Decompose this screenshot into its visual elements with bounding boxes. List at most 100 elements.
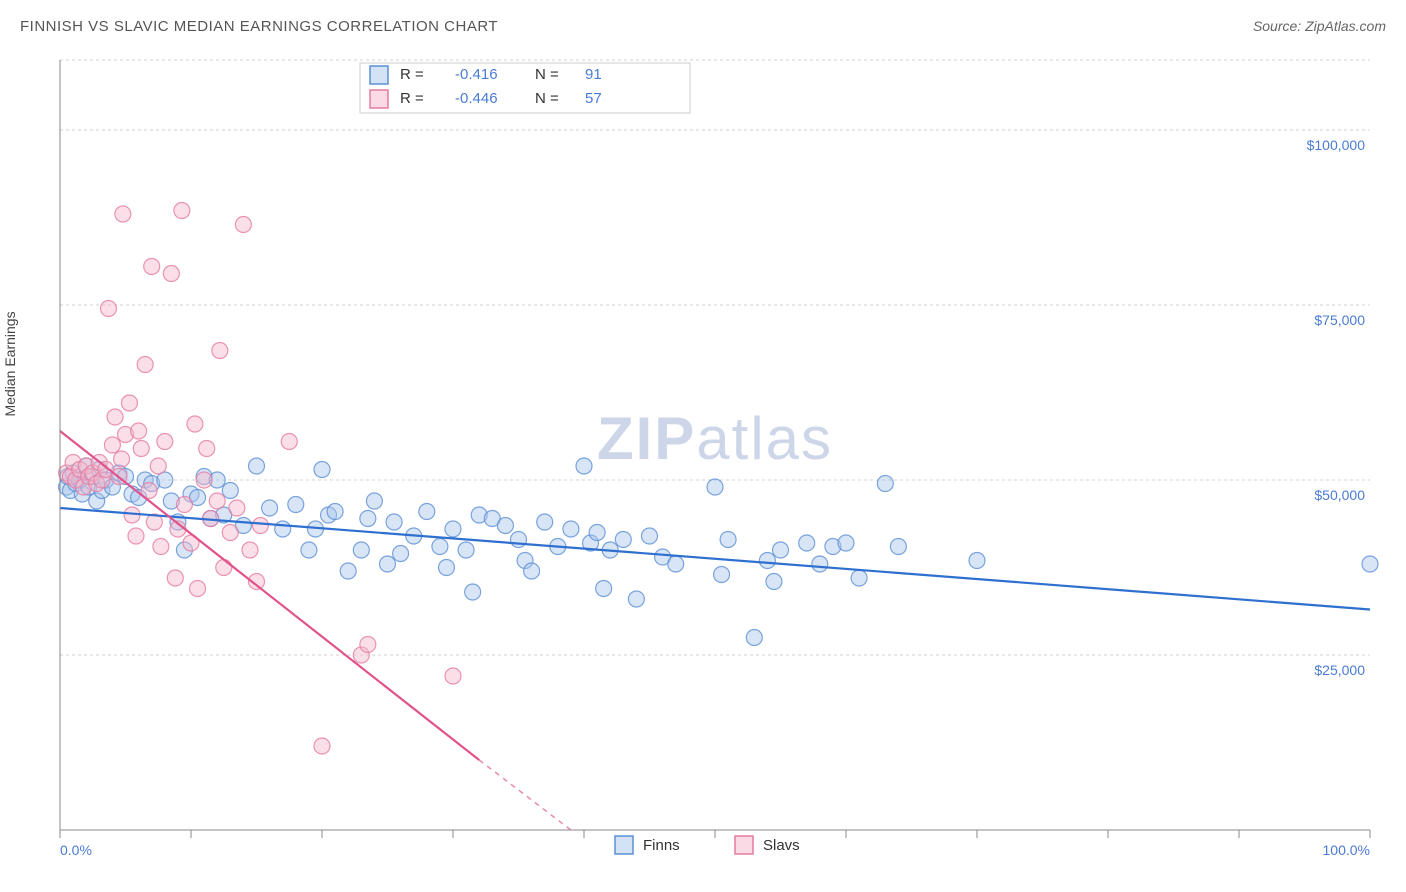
scatter-point xyxy=(445,521,461,537)
scatter-point xyxy=(190,581,206,597)
trend-line-extrapolated xyxy=(479,760,571,830)
trend-line xyxy=(60,508,1370,610)
scatter-point xyxy=(216,560,232,576)
scatter-point xyxy=(360,511,376,527)
scatter-point xyxy=(759,553,775,569)
scatter-point xyxy=(235,217,251,233)
scatter-point xyxy=(615,532,631,548)
scatter-point xyxy=(115,206,131,222)
scatter-point xyxy=(196,472,212,488)
scatter-point xyxy=(144,259,160,275)
scatter-point xyxy=(163,266,179,282)
scatter-point xyxy=(275,521,291,537)
scatter-point xyxy=(812,556,828,572)
scatter-point xyxy=(386,514,402,530)
scatter-point xyxy=(576,458,592,474)
scatter-point xyxy=(642,528,658,544)
scatter-chart: $25,000 $50,000 $75,000 $100,000 ZIPatlas 0.0… xyxy=(20,50,1386,872)
svg-text:R =: R = xyxy=(400,90,424,107)
legend-label: Slavs xyxy=(763,837,800,854)
legend-swatch xyxy=(615,836,633,854)
scatter-point xyxy=(121,395,137,411)
scatter-point xyxy=(242,542,258,558)
scatter-point xyxy=(249,458,265,474)
scatter-point xyxy=(252,518,268,534)
scatter-point xyxy=(438,560,454,576)
scatter-point xyxy=(314,462,330,478)
scatter-point xyxy=(314,738,330,754)
scatter-point xyxy=(799,535,815,551)
scatter-point xyxy=(301,542,317,558)
legend-label: Finns xyxy=(643,837,680,854)
scatter-point xyxy=(209,493,225,509)
scatter-point xyxy=(465,584,481,600)
scatter-point xyxy=(524,563,540,579)
svg-text:100.0%: 100.0% xyxy=(1323,842,1370,858)
svg-text:R =: R = xyxy=(400,66,424,83)
scatter-point xyxy=(563,521,579,537)
scatter-point xyxy=(497,518,513,534)
scatter-point xyxy=(150,458,166,474)
scatter-point xyxy=(153,539,169,555)
svg-text:-0.416: -0.416 xyxy=(455,66,498,83)
scatter-point xyxy=(174,203,190,219)
scatter-point xyxy=(104,437,120,453)
svg-text:91: 91 xyxy=(585,66,602,83)
scatter-point xyxy=(766,574,782,590)
scatter-point xyxy=(890,539,906,555)
scatter-point xyxy=(596,581,612,597)
chart-title: FINNISH VS SLAVIC MEDIAN EARNINGS CORREL… xyxy=(20,18,498,35)
scatter-point xyxy=(628,591,644,607)
svg-text:ZIPatlas: ZIPatlas xyxy=(597,405,833,472)
scatter-point xyxy=(187,416,203,432)
scatter-point xyxy=(851,570,867,586)
scatter-point xyxy=(511,532,527,548)
source-label: Source: ZipAtlas.com xyxy=(1253,18,1386,34)
scatter-point xyxy=(353,542,369,558)
svg-text:57: 57 xyxy=(585,90,602,107)
scatter-point xyxy=(393,546,409,562)
scatter-point xyxy=(877,476,893,492)
svg-text:0.0%: 0.0% xyxy=(60,842,92,858)
svg-text:$50,000: $50,000 xyxy=(1314,487,1365,503)
scatter-point xyxy=(838,535,854,551)
svg-text:N =: N = xyxy=(535,66,559,83)
svg-text:$100,000: $100,000 xyxy=(1307,137,1366,153)
scatter-point xyxy=(1362,556,1378,572)
scatter-point xyxy=(288,497,304,513)
scatter-point xyxy=(366,493,382,509)
scatter-point xyxy=(360,637,376,653)
chart-container: Median Earnings $25,000$50,000$75,000$10… xyxy=(20,50,1386,872)
scatter-point xyxy=(229,500,245,516)
legend-swatch xyxy=(370,90,388,108)
y-axis-label: Median Earnings xyxy=(2,311,18,416)
svg-text:$75,000: $75,000 xyxy=(1314,312,1365,328)
svg-text:-0.446: -0.446 xyxy=(455,90,498,107)
scatter-point xyxy=(222,483,238,499)
scatter-point xyxy=(137,357,153,373)
scatter-point xyxy=(167,570,183,586)
scatter-point xyxy=(157,434,173,450)
legend-swatch xyxy=(735,836,753,854)
scatter-point xyxy=(281,434,297,450)
svg-text:$25,000: $25,000 xyxy=(1314,662,1365,678)
scatter-point xyxy=(131,423,147,439)
scatter-point xyxy=(262,500,278,516)
scatter-point xyxy=(128,528,144,544)
svg-text:N =: N = xyxy=(535,90,559,107)
scatter-point xyxy=(380,556,396,572)
scatter-point xyxy=(458,542,474,558)
scatter-point xyxy=(432,539,448,555)
scatter-point xyxy=(114,451,130,467)
scatter-point xyxy=(714,567,730,583)
scatter-point xyxy=(176,497,192,513)
scatter-point xyxy=(100,301,116,317)
scatter-point xyxy=(107,409,123,425)
scatter-point xyxy=(746,630,762,646)
scatter-point xyxy=(419,504,435,520)
scatter-point xyxy=(133,441,149,457)
scatter-point xyxy=(212,343,228,359)
scatter-point xyxy=(707,479,723,495)
scatter-point xyxy=(340,563,356,579)
scatter-point xyxy=(969,553,985,569)
